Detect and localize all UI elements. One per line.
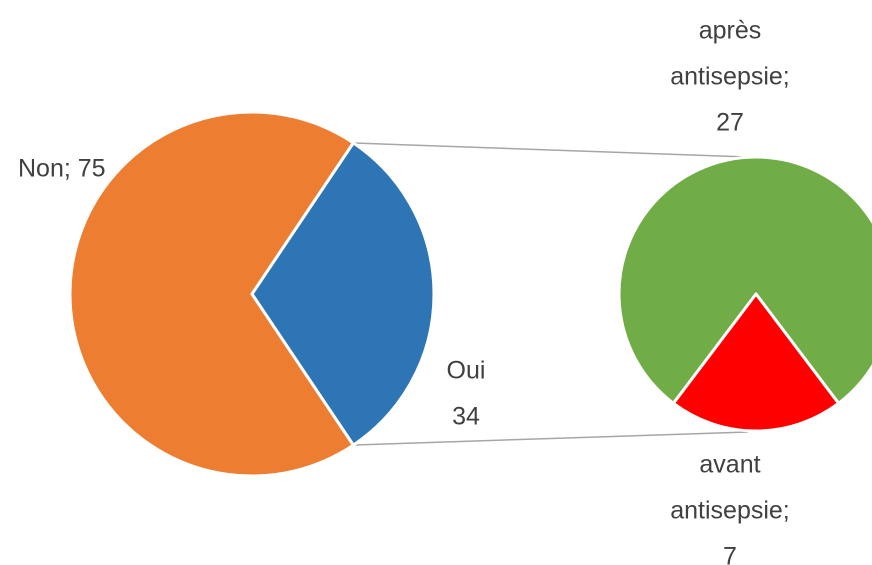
data-label: Non; 75 xyxy=(18,155,106,183)
pie-slice xyxy=(617,155,872,405)
data-label: 27 xyxy=(716,109,744,137)
pie-slice xyxy=(250,141,436,447)
data-label: 34 xyxy=(452,403,480,431)
data-label: 7 xyxy=(723,543,737,565)
pie-slice xyxy=(671,292,841,433)
data-label: antisepsie; xyxy=(670,63,790,91)
data-label: Oui xyxy=(447,357,486,385)
connector-line xyxy=(353,142,749,158)
pie-slice xyxy=(68,110,355,478)
connector-line xyxy=(353,431,749,446)
data-label: avant xyxy=(699,451,760,479)
data-label: antisepsie; xyxy=(670,497,790,525)
data-label: après xyxy=(699,17,762,45)
